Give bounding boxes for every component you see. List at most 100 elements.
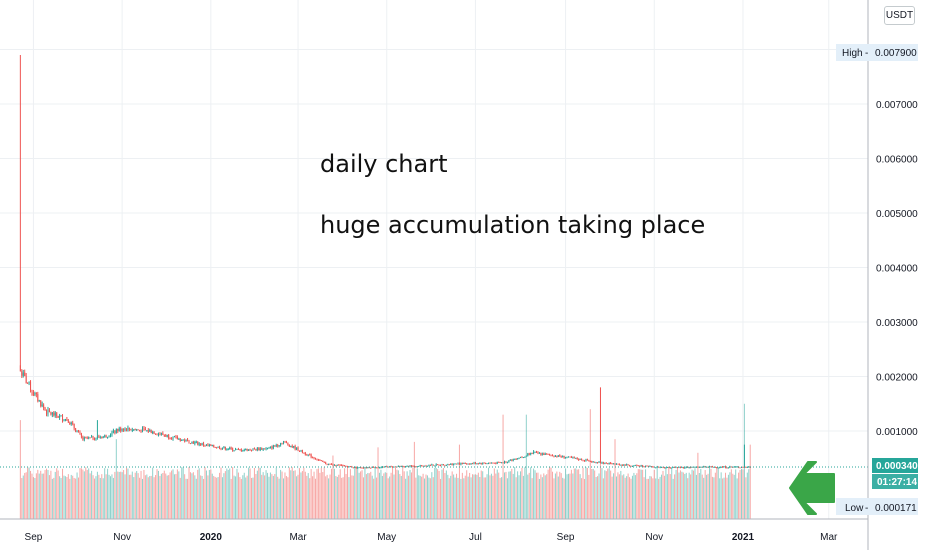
- candle-body: [150, 430, 152, 434]
- candle-body: [560, 456, 562, 458]
- candle-body: [288, 444, 290, 447]
- candle-body: [493, 462, 495, 464]
- volume-bar: [567, 473, 569, 519]
- volume-bar: [672, 478, 674, 519]
- candle-body: [642, 465, 644, 467]
- candle-body: [96, 436, 98, 438]
- volume-bar: [271, 474, 273, 519]
- candle-body: [540, 452, 542, 455]
- volume-bar: [134, 472, 136, 519]
- volume-bar: [125, 467, 128, 519]
- candle-body: [501, 462, 503, 464]
- candle-body: [235, 449, 237, 451]
- volume-bar: [63, 475, 65, 519]
- volume-bar: [733, 474, 735, 519]
- candle-body: [236, 449, 238, 451]
- candle-body: [694, 467, 696, 469]
- volume-bar: [246, 475, 248, 519]
- candle-body: [435, 464, 437, 466]
- volume-bar: [184, 474, 186, 519]
- volume-bar: [118, 471, 120, 519]
- volume-bar: [415, 477, 417, 519]
- volume-bar: [565, 468, 567, 519]
- candle-body: [550, 454, 552, 456]
- volume-bar: [739, 469, 741, 519]
- candle-body: [428, 465, 430, 467]
- volume-bar: [727, 474, 729, 519]
- volume-bar: [399, 474, 401, 519]
- volume-bar: [149, 476, 151, 519]
- candle-body: [47, 409, 49, 415]
- candle-body: [335, 464, 337, 466]
- candle-body: [645, 465, 647, 467]
- candle-body: [185, 439, 187, 442]
- volume-bar: [346, 468, 348, 519]
- volume-bar: [137, 473, 139, 519]
- candle-body: [524, 456, 526, 458]
- volume-bar: [658, 478, 660, 519]
- candle-body: [107, 436, 109, 438]
- candle-body: [182, 439, 184, 441]
- candle-body: [535, 452, 538, 454]
- volume-bar: [322, 472, 324, 519]
- currency-button[interactable]: USDT: [884, 6, 915, 25]
- volume-bar: [182, 467, 184, 519]
- volume-bar: [485, 477, 487, 519]
- volume-bar: [674, 474, 676, 519]
- candle-body: [563, 455, 565, 458]
- candle-body: [187, 439, 189, 441]
- time-axis[interactable]: Sep Nov 2020 Mar May Jul Sep Nov 2021 Mar: [25, 532, 838, 543]
- candle-body: [691, 466, 693, 468]
- candle-body: [205, 444, 207, 446]
- volume-bar: [422, 473, 424, 519]
- candle-body: [595, 462, 597, 464]
- candle-body: [220, 448, 222, 450]
- candle-body: [75, 428, 77, 432]
- candle-body: [365, 467, 367, 469]
- volume-bar: [192, 472, 194, 519]
- volume-bar: [78, 477, 80, 519]
- volume-bar: [76, 472, 78, 519]
- candle-body: [224, 446, 226, 450]
- candle-body: [303, 452, 305, 454]
- candle-body: [24, 372, 26, 376]
- volume-bar: [179, 477, 181, 519]
- candle-body: [485, 463, 487, 465]
- volume-bar: [425, 474, 427, 519]
- candle-body: [207, 444, 209, 446]
- candle-body: [88, 437, 90, 439]
- volume-bar: [133, 477, 135, 519]
- volume-bar: [719, 478, 721, 519]
- volume-bar: [703, 477, 705, 519]
- candle-body: [703, 466, 705, 468]
- volume-bar: [253, 467, 255, 519]
- volume-bar: [41, 473, 43, 519]
- volume-bar: [458, 444, 460, 519]
- volume-bar: [515, 477, 517, 519]
- candle-body: [261, 448, 263, 450]
- candle-body: [601, 462, 603, 464]
- price-axis[interactable]: 0.001000 0.002000 0.003000 0.004000 0.005000…: [876, 100, 918, 438]
- volume-bar: [588, 474, 590, 519]
- volume-bar: [320, 467, 322, 519]
- candle-body: [613, 463, 615, 465]
- candle-body: [143, 428, 145, 430]
- volume-bar: [448, 478, 450, 519]
- candle-body: [80, 433, 82, 437]
- candle-body: [285, 441, 287, 443]
- candle-body: [330, 463, 333, 465]
- volume-bar: [418, 475, 420, 519]
- volume-bar: [75, 478, 77, 519]
- candle-body: [249, 449, 251, 451]
- y-tick-label: 0.002000: [876, 373, 918, 384]
- candle-body: [63, 420, 65, 422]
- volume-bar: [709, 467, 711, 519]
- volume-bar: [669, 474, 671, 519]
- candle-body: [287, 442, 289, 445]
- volume-bar: [53, 477, 55, 519]
- volume-bar: [505, 471, 507, 519]
- candle-body: [314, 458, 317, 460]
- volume-bar: [416, 468, 418, 519]
- volume-bar: [707, 473, 709, 519]
